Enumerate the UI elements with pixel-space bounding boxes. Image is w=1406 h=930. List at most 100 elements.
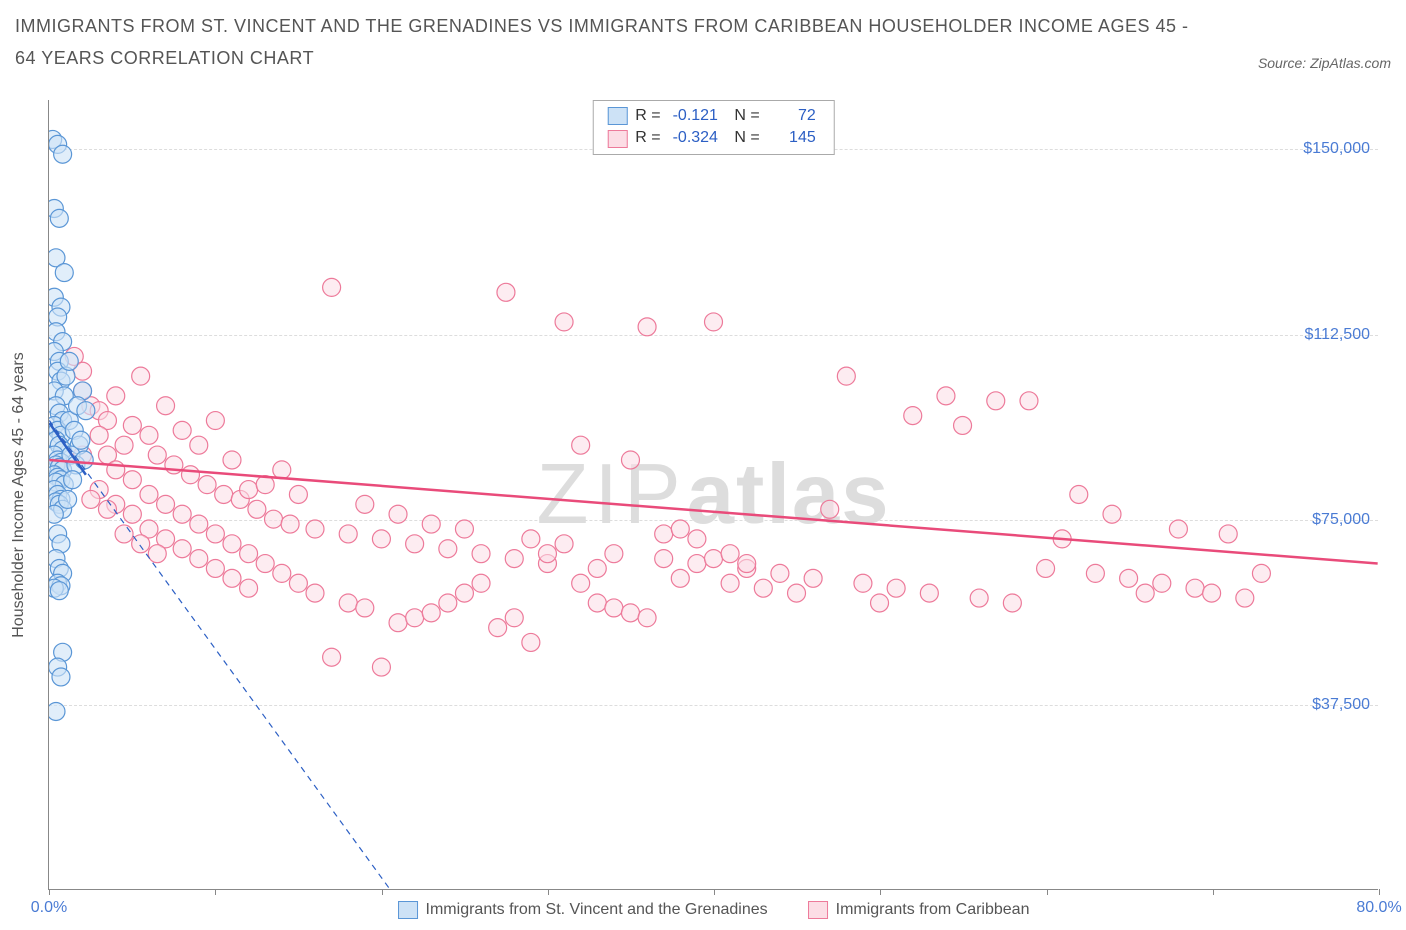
scatter-point	[621, 451, 639, 469]
scatter-point	[1103, 505, 1121, 523]
x-tick	[548, 889, 549, 895]
scatter-point	[289, 574, 307, 592]
scatter-point	[140, 426, 158, 444]
legend-n-label: N =	[730, 105, 760, 127]
scatter-point	[1252, 564, 1270, 582]
scatter-point	[406, 609, 424, 627]
scatter-point	[439, 594, 457, 612]
scatter-chart: Householder Income Ages 45 - 64 years ZI…	[48, 100, 1378, 890]
scatter-point	[240, 545, 258, 563]
scatter-point	[256, 555, 274, 573]
scatter-point	[82, 490, 100, 508]
scatter-point	[123, 471, 141, 489]
scatter-point	[655, 550, 673, 568]
bottom-swatch-1	[398, 901, 418, 919]
scatter-point	[356, 495, 374, 513]
legend-swatch-1	[607, 107, 627, 125]
scatter-point	[123, 505, 141, 523]
scatter-point	[77, 402, 95, 420]
scatter-point	[455, 520, 473, 538]
scatter-point	[323, 648, 341, 666]
scatter-point	[115, 436, 133, 454]
scatter-point	[64, 471, 82, 489]
x-tick	[880, 889, 881, 895]
scatter-point	[505, 550, 523, 568]
x-tick	[49, 889, 50, 895]
scatter-point	[937, 387, 955, 405]
scatter-point	[157, 397, 175, 415]
scatter-point	[132, 367, 150, 385]
scatter-point	[173, 421, 191, 439]
scatter-point	[90, 426, 108, 444]
x-tick	[215, 889, 216, 895]
scatter-point	[55, 264, 73, 282]
scatter-point	[206, 525, 224, 543]
scatter-point	[671, 569, 689, 587]
scatter-point	[356, 599, 374, 617]
scatter-point	[206, 412, 224, 430]
scatter-point	[472, 574, 490, 592]
x-tick	[382, 889, 383, 895]
legend-n-value-2: 145	[768, 127, 820, 149]
scatter-point	[107, 387, 125, 405]
scatter-point	[738, 555, 756, 573]
x-tick	[1047, 889, 1048, 895]
scatter-point	[1203, 584, 1221, 602]
scatter-point	[49, 702, 65, 720]
scatter-point	[173, 505, 191, 523]
scatter-point	[555, 535, 573, 553]
scatter-point	[721, 574, 739, 592]
plot-svg	[49, 100, 1378, 889]
scatter-point	[1169, 520, 1187, 538]
correlation-legend: R = -0.121 N = 72 R = -0.324 N = 145	[592, 100, 835, 155]
scatter-point	[588, 594, 606, 612]
bottom-swatch-2	[808, 901, 828, 919]
scatter-point	[339, 525, 357, 543]
scatter-point	[987, 392, 1005, 410]
scatter-point	[323, 278, 341, 296]
scatter-point	[406, 535, 424, 553]
scatter-point	[505, 609, 523, 627]
scatter-point	[306, 520, 324, 538]
scatter-point	[655, 525, 673, 543]
x-tick-label: 80.0%	[1356, 899, 1401, 917]
scatter-point	[422, 604, 440, 622]
scatter-point	[1086, 564, 1104, 582]
scatter-point	[1236, 589, 1254, 607]
scatter-point	[190, 515, 208, 533]
scatter-point	[497, 283, 515, 301]
scatter-point	[422, 515, 440, 533]
legend-swatch-2	[607, 130, 627, 148]
bottom-legend-label-1: Immigrants from St. Vincent and the Gren…	[426, 901, 768, 919]
scatter-point	[123, 416, 141, 434]
scatter-point	[638, 318, 656, 336]
scatter-point	[190, 550, 208, 568]
scatter-point	[281, 515, 299, 533]
scatter-point	[98, 500, 116, 518]
x-tick	[1379, 889, 1380, 895]
scatter-point	[522, 530, 540, 548]
legend-row-series-2: R = -0.324 N = 145	[607, 127, 820, 149]
scatter-point	[223, 569, 241, 587]
scatter-point	[1003, 594, 1021, 612]
x-tick	[714, 889, 715, 895]
scatter-point	[522, 633, 540, 651]
legend-n-label: N =	[730, 127, 760, 149]
scatter-point	[1037, 559, 1055, 577]
x-tick	[1213, 889, 1214, 895]
scatter-point	[605, 545, 623, 563]
scatter-point	[190, 436, 208, 454]
scatter-point	[339, 594, 357, 612]
legend-row-series-1: R = -0.121 N = 72	[607, 105, 820, 127]
legend-r-value-2: -0.324	[669, 127, 722, 149]
scatter-point	[50, 209, 68, 227]
scatter-point	[788, 584, 806, 602]
legend-r-value-1: -0.121	[669, 105, 722, 127]
scatter-point	[240, 481, 258, 499]
scatter-point	[206, 559, 224, 577]
scatter-point	[1136, 584, 1154, 602]
scatter-point	[854, 574, 872, 592]
scatter-point	[181, 466, 199, 484]
scatter-point	[705, 550, 723, 568]
scatter-point	[265, 510, 283, 528]
